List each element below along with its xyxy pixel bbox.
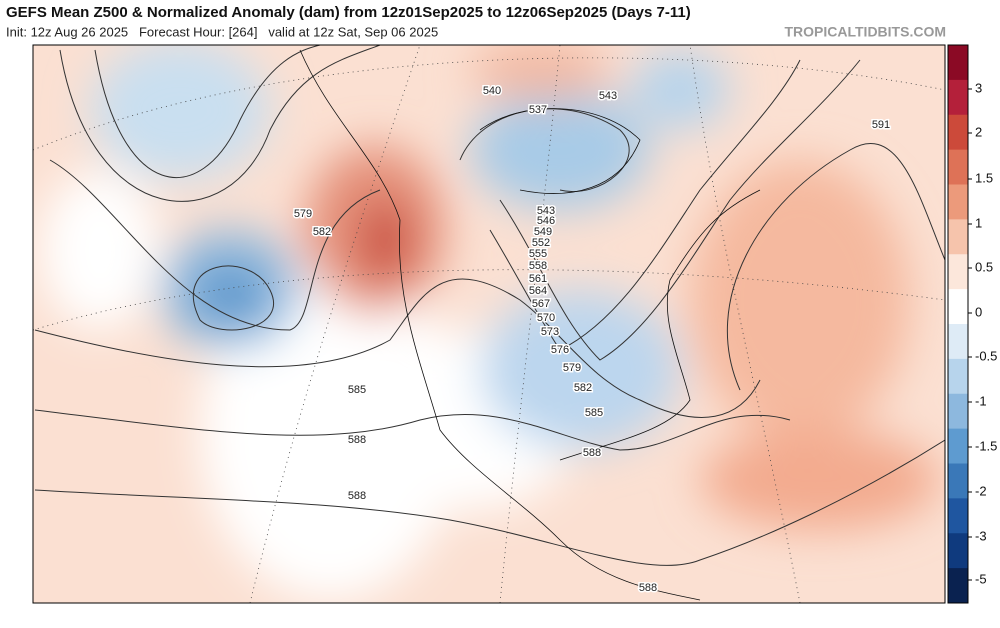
contour-label: 567 (532, 298, 550, 310)
contour-label: 588 (583, 447, 601, 459)
colorbar-swatch (948, 533, 968, 569)
colorbar-swatch (948, 498, 968, 534)
contour-label: 537 (529, 104, 547, 116)
colorbar-swatch (948, 568, 968, 604)
colorbar-swatch (948, 393, 968, 430)
colorbar-label: -1.5 (975, 438, 997, 453)
contour-label: 588 (348, 490, 366, 502)
contour-label: 591 (872, 119, 890, 131)
colorbar-swatch (948, 358, 968, 395)
colorbar-label: -5 (975, 571, 987, 586)
contour-label: 576 (551, 344, 569, 356)
contour-label: 585 (348, 384, 366, 396)
contour-label: 588 (348, 434, 366, 446)
contour-label: 573 (541, 326, 559, 338)
contour-labels: 5405375435915795825435465495525555585615… (292, 83, 891, 595)
colorbar: 3 2 1.5 1 0.5 0 -0.5 -1 -1.5 -2 -3 -5 (947, 44, 997, 604)
contour-label: 561 (529, 273, 547, 285)
site-name: TROPICALTIDBITS.COM (784, 24, 946, 40)
contour-label: 549 (534, 226, 552, 238)
title: GEFS Mean Z500 & Normalized Anomaly (dam… (6, 4, 691, 21)
contour-label: 552 (532, 237, 550, 249)
colorbar-swatch (948, 79, 968, 116)
colorbar-label: 2 (975, 124, 982, 139)
contour-label: 579 (294, 208, 312, 220)
colorbar-label: -0.5 (975, 348, 997, 363)
colorbar-swatch (948, 149, 968, 185)
colorbar-swatch (948, 254, 968, 290)
colorbar-label: 0.5 (975, 259, 993, 274)
contour-label: 585 (585, 407, 603, 419)
contour-label: 570 (537, 312, 555, 324)
colorbar-frame (947, 44, 969, 604)
contour-label: 543 (599, 90, 617, 102)
contour-label: 555 (529, 248, 547, 260)
map (33, 45, 945, 603)
contour-label: 546 (537, 215, 555, 227)
colorbar-label: -2 (975, 483, 987, 498)
colorbar-label: 3 (975, 80, 982, 95)
colorbar-swatch (948, 289, 968, 325)
colorbar-swatch (948, 219, 968, 255)
colorbar-swatch (948, 324, 968, 360)
init-line: Init: 12z Aug 26 2025 Forecast Hour: [26… (6, 24, 438, 39)
contour-label: 588 (639, 582, 657, 594)
colorbar-swatch (948, 114, 968, 151)
colorbar-label: -3 (975, 528, 987, 543)
colorbar-swatch (948, 428, 968, 464)
colorbar-label: -1 (975, 393, 987, 408)
colorbar-label: 1.5 (975, 170, 993, 185)
contour-label: 564 (529, 285, 547, 297)
contour-label: 540 (483, 85, 501, 97)
contour-label: 543 (537, 205, 555, 217)
colorbar-label: 1 (975, 215, 982, 230)
contour-label: 582 (574, 382, 592, 394)
map-frame (32, 44, 946, 604)
colorbar-label: 0 (975, 304, 982, 319)
contour-label: 558 (529, 260, 547, 272)
contour-label: 582 (313, 226, 331, 238)
colorbar-swatch (948, 463, 968, 499)
contour-label: 579 (563, 362, 581, 374)
colorbar-swatch (948, 184, 968, 220)
colorbar-swatch (948, 45, 968, 81)
